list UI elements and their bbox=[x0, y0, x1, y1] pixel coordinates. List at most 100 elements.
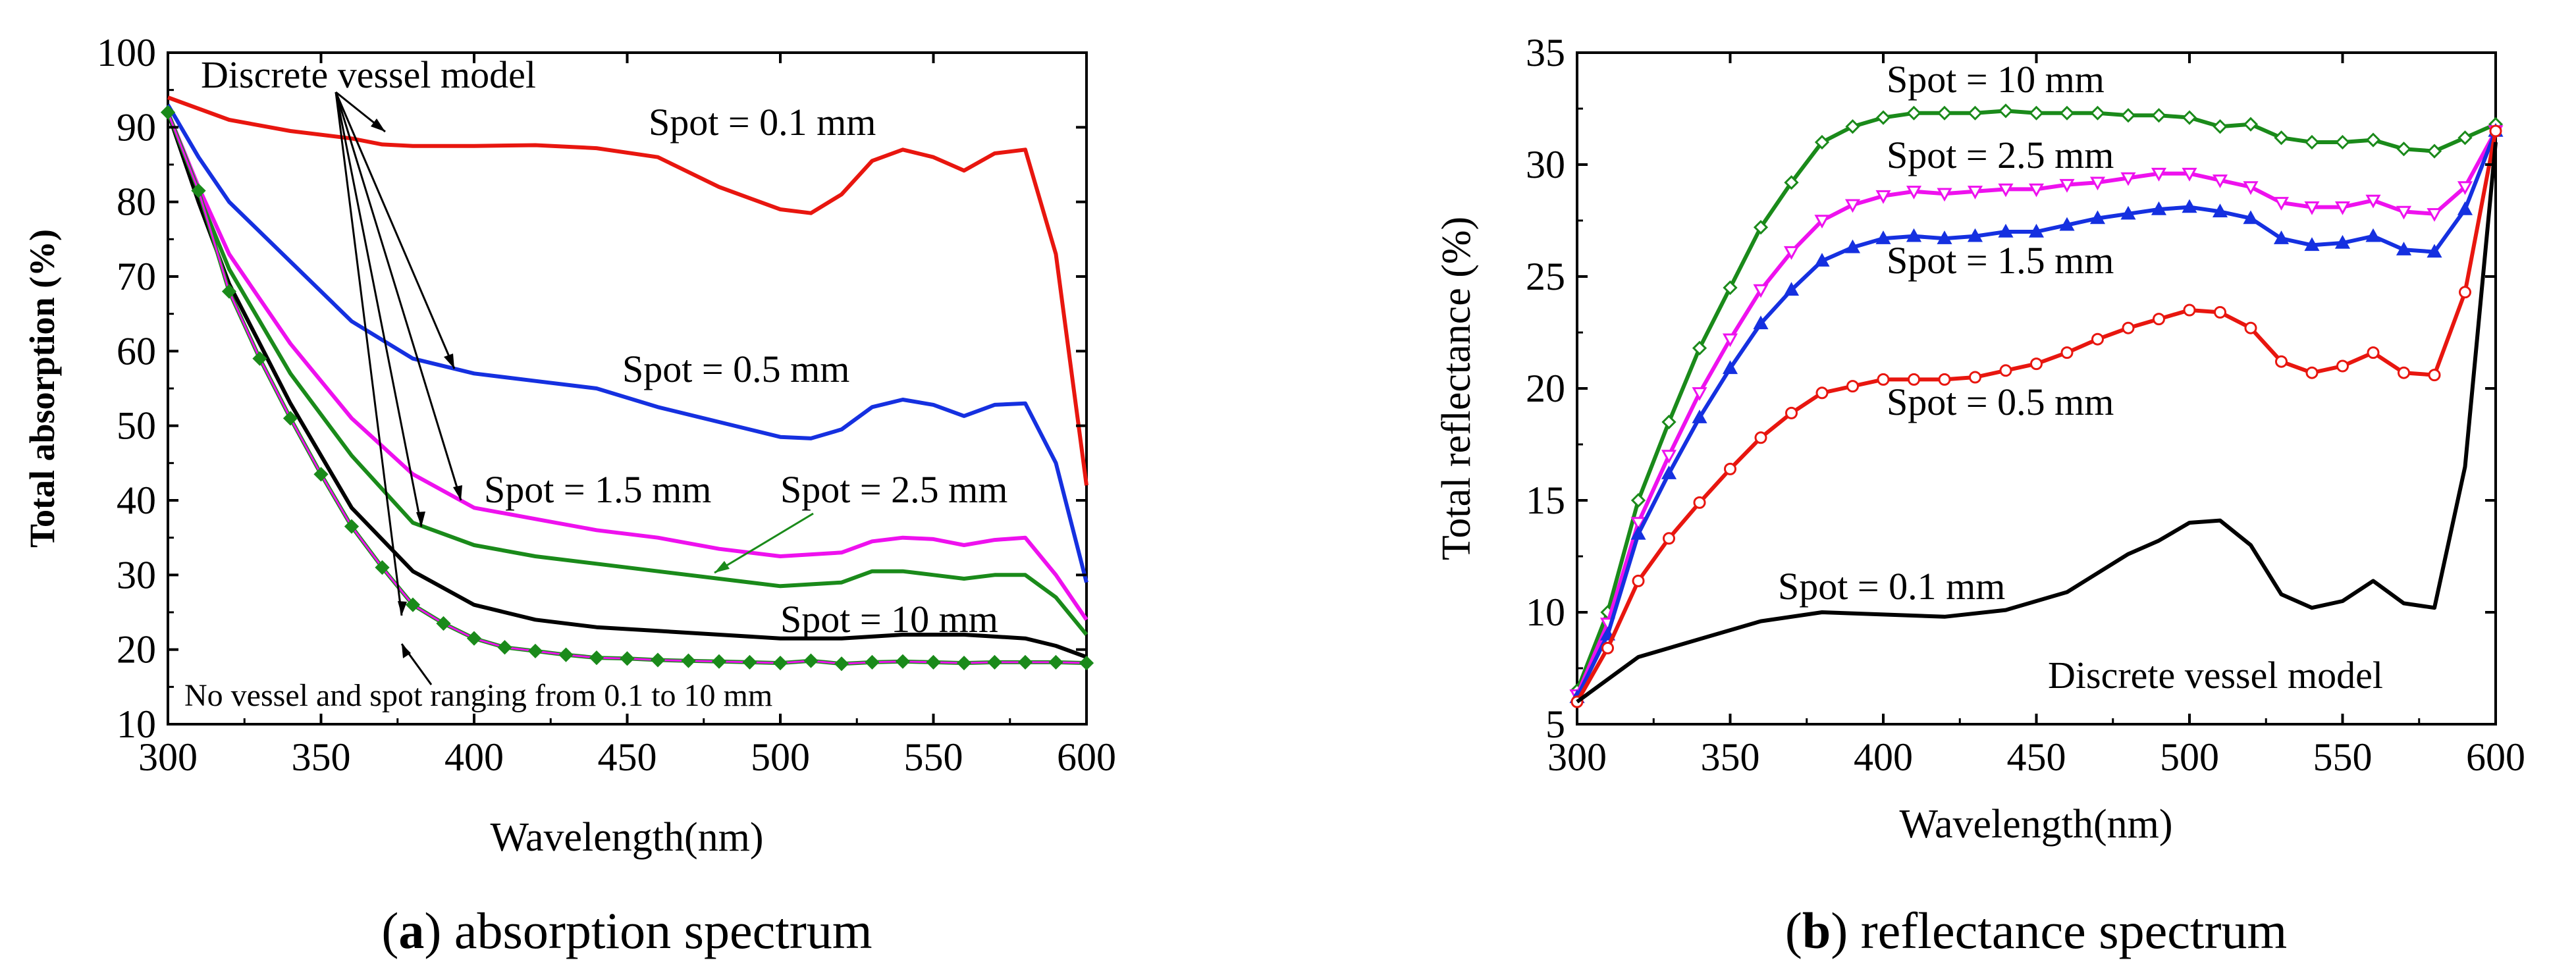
data-point-no-vessel-and-spot-ranging-from-0-1-to-10-mm-a bbox=[221, 284, 237, 299]
data-point-spot-0-5-mm-b bbox=[1785, 406, 1798, 419]
data-point-spot-2-5-mm-b bbox=[2243, 181, 2259, 196]
data-point-no-vessel-and-spot-ranging-from-0-1-to-10-mm-a bbox=[926, 654, 941, 670]
data-point-no-vessel-and-spot-ranging-from-0-1-to-10-mm-a bbox=[956, 655, 972, 671]
data-point-spot-2-5-mm-b bbox=[2304, 201, 2320, 215]
data-point-spot-10-mm-b bbox=[2120, 108, 2136, 123]
data-point-spot-10-mm-b bbox=[2151, 108, 2166, 123]
annotation-spot-10-a: Spot = 10 mm bbox=[780, 598, 998, 641]
x-tick-label-b: 500 bbox=[2160, 735, 2219, 779]
data-point-spot-10-mm-b bbox=[1937, 105, 1952, 120]
series-line-spot-1-5-mm-a bbox=[166, 111, 1088, 621]
data-point-spot-2-5-mm-b bbox=[1722, 333, 1738, 348]
data-point-no-vessel-and-spot-ranging-from-0-1-to-10-mm-a bbox=[558, 647, 574, 662]
data-point-spot-0-5-mm-b bbox=[2183, 304, 2196, 317]
data-point-spot-1-5-mm-b bbox=[1906, 228, 1922, 242]
y-tick-label-a: 40 bbox=[117, 479, 156, 522]
data-point-spot-1-5-mm-b bbox=[2243, 210, 2259, 224]
data-point-spot-1-5-mm-b bbox=[1753, 315, 1769, 330]
data-point-spot-2-5-mm-b bbox=[2089, 176, 2106, 191]
data-point-no-vessel-and-spot-ranging-from-0-1-to-10-mm-a bbox=[252, 351, 267, 366]
y-tick-label-a: 50 bbox=[117, 404, 156, 448]
arrow-to-10-curve bbox=[335, 92, 403, 616]
data-point-spot-10-mm-b bbox=[1845, 119, 1860, 134]
data-point-spot-0-5-mm-b bbox=[1908, 373, 1920, 386]
data-point-spot-1-5-mm-b bbox=[2059, 217, 2075, 231]
x-tick-label-a: 350 bbox=[292, 735, 351, 779]
data-point-spot-2-5-mm-b bbox=[1692, 387, 1707, 401]
data-point-spot-0-5-mm-b bbox=[2030, 357, 2043, 371]
data-point-no-vessel-and-spot-ranging-from-0-1-to-10-mm-a bbox=[650, 652, 666, 668]
data-point-spot-1-5-mm-b bbox=[1783, 282, 1800, 296]
annotation-spot-2.5-a: Spot = 2.5 mm bbox=[780, 468, 1007, 511]
x-tick-label-a: 500 bbox=[751, 735, 810, 779]
x-tick-label-b: 550 bbox=[2313, 735, 2373, 779]
arrowhead bbox=[453, 485, 462, 500]
arrowhead bbox=[416, 512, 425, 527]
data-point-spot-10-mm-b bbox=[1784, 175, 1799, 190]
x-tick-label-b: 300 bbox=[1547, 735, 1607, 779]
arrowhead bbox=[398, 601, 407, 616]
data-point-spot-2-5-mm-b bbox=[2212, 174, 2228, 188]
data-point-spot-2-5-mm-b bbox=[2427, 208, 2442, 222]
data-point-no-vessel-and-spot-ranging-from-0-1-to-10-mm-a bbox=[1079, 655, 1094, 671]
x-axis-title-a: Wavelength(nm) bbox=[490, 815, 763, 860]
annotation-spot-0.5-a: Spot = 0.5 mm bbox=[622, 348, 849, 390]
data-point-no-vessel-and-spot-ranging-from-0-1-to-10-mm-a bbox=[895, 654, 911, 669]
data-point-spot-0-5-mm-b bbox=[1877, 373, 1890, 386]
data-point-spot-2-5-mm-b bbox=[2365, 194, 2381, 209]
x-tick-label-b: 350 bbox=[1701, 735, 1760, 779]
data-point-spot-10-mm-b bbox=[1692, 340, 1707, 356]
data-point-spot-2-5-mm-b bbox=[1630, 517, 1646, 531]
data-point-spot-2-5-mm-b bbox=[1998, 183, 2014, 198]
data-point-spot-1-5-mm-b bbox=[2089, 210, 2106, 224]
data-point-spot-1-5-mm-b bbox=[1661, 465, 1677, 479]
data-point-spot-10-mm-b bbox=[2243, 117, 2259, 132]
data-point-spot-0-5-mm-b bbox=[2336, 359, 2349, 373]
data-point-spot-10-mm-b bbox=[1753, 220, 1769, 235]
y-axis-title-b: Total reflectance (%) bbox=[1434, 217, 1479, 560]
data-point-spot-2-5-mm-b bbox=[2059, 178, 2075, 193]
annotation-discrete-vessel-model-b: Discrete vessel model bbox=[2048, 654, 2383, 697]
annotation-spot-2.5-b: Spot = 2.5 mm bbox=[1887, 134, 2114, 176]
annotation-spot-1.5-a: Spot = 1.5 mm bbox=[484, 468, 711, 511]
annotation-spot-0.5-b: Spot = 0.5 mm bbox=[1887, 381, 2114, 423]
data-point-no-vessel-and-spot-ranging-from-0-1-to-10-mm-a bbox=[834, 656, 849, 672]
data-point-spot-0-5-mm-b bbox=[2091, 332, 2104, 346]
y-tick-label-b: 15 bbox=[1526, 479, 1565, 522]
data-point-no-vessel-and-spot-ranging-from-0-1-to-10-mm-a bbox=[344, 519, 360, 534]
data-point-spot-10-mm-b bbox=[2029, 105, 2044, 120]
data-point-spot-10-mm-b bbox=[2427, 144, 2442, 159]
data-point-spot-10-mm-b bbox=[1906, 105, 1921, 120]
data-point-spot-10-mm-b bbox=[1661, 414, 1677, 430]
y-tick-label-b: 20 bbox=[1526, 367, 1565, 410]
arrowhead bbox=[714, 561, 730, 573]
data-point-spot-10-mm-b bbox=[2182, 110, 2197, 125]
data-point-spot-0-5-mm-b bbox=[2367, 346, 2380, 359]
x-tick-label-a: 300 bbox=[138, 735, 198, 779]
x-tick-label-a: 600 bbox=[1057, 735, 1116, 779]
y-tick-label-b: 30 bbox=[1526, 143, 1565, 186]
x-tick-label-b: 600 bbox=[2466, 735, 2525, 779]
data-point-no-vessel-and-spot-ranging-from-0-1-to-10-mm-a bbox=[191, 183, 206, 198]
data-point-no-vessel-and-spot-ranging-from-0-1-to-10-mm-a bbox=[160, 105, 176, 120]
caption-letter-a: a bbox=[398, 902, 424, 959]
data-point-no-vessel-and-spot-ranging-from-0-1-to-10-mm-a bbox=[1048, 654, 1063, 670]
data-point-spot-0-5-mm-b bbox=[2305, 366, 2319, 379]
y-tick-label-a: 90 bbox=[117, 105, 156, 149]
arrowhead bbox=[444, 354, 454, 369]
data-point-no-vessel-and-spot-ranging-from-0-1-to-10-mm-a bbox=[436, 616, 451, 631]
x-tick-label-a: 550 bbox=[904, 735, 963, 779]
data-point-spot-0-5-mm-b bbox=[1815, 386, 1829, 400]
data-point-spot-10-mm-b bbox=[2274, 130, 2289, 145]
data-point-spot-1-5-mm-b bbox=[2396, 242, 2412, 255]
data-point-no-vessel-and-spot-ranging-from-0-1-to-10-mm-a bbox=[282, 411, 298, 426]
data-point-spot-0-5-mm-b bbox=[2122, 321, 2135, 334]
data-point-spot-10-mm-b bbox=[1875, 110, 1891, 125]
data-point-spot-1-5-mm-b bbox=[1692, 409, 1707, 423]
data-point-no-vessel-and-spot-ranging-from-0-1-to-10-mm-a bbox=[1017, 654, 1033, 670]
arrow-heads-a bbox=[371, 119, 730, 658]
data-point-spot-1-5-mm-b bbox=[2427, 244, 2442, 258]
data-point-spot-0-5-mm-b bbox=[1999, 364, 2012, 377]
data-point-spot-1-5-mm-b bbox=[1967, 228, 1983, 242]
caption-text-b: reflectance spectrum bbox=[1861, 902, 2287, 959]
